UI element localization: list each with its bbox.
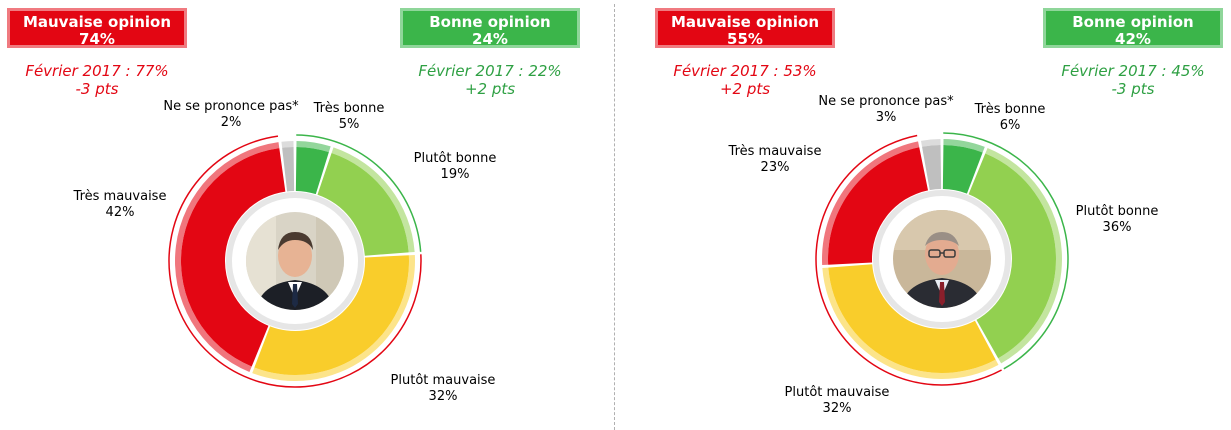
label-plutot-bonne: Plutôt bonne 19%	[365, 151, 545, 183]
category-name: Très mauvaise	[728, 144, 822, 159]
label-plutot-bonne: Plutôt bonne 36%	[1027, 204, 1207, 236]
category-value: 23%	[760, 160, 790, 175]
chart-panel-cazeneuve: Mauvaise opinion 55% Bonne opinion 42% F…	[615, 0, 1230, 430]
portrait-francois-hollande-icon	[246, 212, 344, 310]
category-name: Plutôt bonne	[413, 151, 497, 166]
donut-slice-band-ne-se-prononce-pas	[281, 141, 294, 148]
portrait-bernard-cazeneuve-icon	[893, 210, 991, 308]
good-trend-previous: Février 2017 : 45%	[1061, 62, 1205, 80]
donut-slice-plutot-mauvaise	[828, 264, 996, 374]
category-value: 32%	[428, 389, 458, 404]
bad-opinion-badge: Mauvaise opinion 55%	[655, 8, 835, 48]
good-opinion-value: 42%	[1115, 30, 1151, 48]
category-value: 32%	[822, 401, 852, 416]
label-tres-bonne: Très bonne 5%	[259, 101, 439, 133]
donut-slice-band-plutot-bonne	[331, 147, 415, 253]
donut-slice-ne-se-prononce-pas	[922, 145, 942, 191]
bad-opinion-outer-arc	[168, 135, 422, 388]
bad-opinion-outer-arc	[815, 134, 1002, 386]
panel-divider	[614, 4, 615, 430]
category-value: 5%	[338, 117, 360, 132]
category-name: Plutôt bonne	[1075, 204, 1159, 219]
donut-slice-band-plutot-mauvaise	[252, 254, 415, 381]
donut-slice-tres-mauvaise	[181, 148, 286, 367]
good-opinion-label: Bonne opinion	[429, 13, 551, 31]
bad-opinion-trend: Février 2017 : 53% +2 pts	[655, 62, 835, 98]
label-ne-se-prononce-pas: Ne se prononce pas* 3%	[796, 94, 976, 126]
good-opinion-value: 24%	[472, 30, 508, 48]
donut-slice-ne-se-prononce-pas	[282, 147, 295, 192]
good-opinion-trend: Février 2017 : 22% +2 pts	[400, 62, 580, 98]
category-value: 19%	[440, 167, 470, 182]
category-name: Ne se prononce pas*	[163, 99, 299, 114]
donut-slice-tres-bonne	[942, 145, 983, 194]
good-trend-change: +2 pts	[464, 80, 516, 98]
label-tres-bonne: Très bonne 6%	[920, 102, 1100, 134]
bad-opinion-label: Mauvaise opinion	[670, 13, 820, 31]
good-trend-previous: Février 2017 : 22%	[418, 62, 562, 80]
donut-slice-tres-mauvaise	[828, 147, 929, 265]
good-trend-change: -3 pts	[1111, 80, 1155, 98]
donut-slice-plutot-mauvaise	[254, 255, 409, 375]
category-name: Très bonne	[974, 102, 1046, 117]
bad-trend-change: +2 pts	[719, 80, 771, 98]
label-tres-mauvaise: Très mauvaise 23%	[685, 144, 865, 176]
category-value: 2%	[220, 115, 242, 130]
bad-opinion-value: 55%	[727, 30, 763, 48]
donut-slice-band-plutot-mauvaise	[822, 267, 999, 380]
bad-opinion-value: 74%	[79, 30, 115, 48]
bad-opinion-label: Mauvaise opinion	[22, 13, 172, 31]
category-name: Très mauvaise	[73, 189, 167, 204]
donut-slice-band-ne-se-prononce-pas	[920, 139, 941, 147]
good-opinion-label: Bonne opinion	[1072, 13, 1194, 31]
good-opinion-badge: Bonne opinion 42%	[1043, 8, 1223, 48]
category-value: 36%	[1102, 220, 1132, 235]
bad-trend-change: -3 pts	[75, 80, 119, 98]
category-value: 42%	[105, 205, 135, 220]
good-opinion-outer-arc	[296, 134, 422, 252]
label-plutot-mauvaise: Plutôt mauvaise 32%	[353, 373, 533, 405]
category-value: 3%	[875, 110, 897, 125]
category-value: 6%	[999, 118, 1021, 133]
donut-slice-plutot-bonne	[317, 153, 409, 256]
label-tres-mauvaise: Très mauvaise 42%	[30, 189, 210, 221]
donut-slice-band-plutot-bonne	[985, 147, 1062, 364]
donut-slice-plutot-bonne	[968, 153, 1056, 359]
good-opinion-outer-arc	[943, 132, 1069, 370]
donut-slice-band-tres-bonne	[943, 139, 985, 153]
bad-trend-previous: Février 2017 : 77%	[25, 62, 169, 80]
good-opinion-trend: Février 2017 : 45% -3 pts	[1043, 62, 1223, 98]
donut-slice-tres-bonne	[295, 147, 329, 195]
category-name: Ne se prononce pas*	[818, 94, 954, 109]
category-name: Très bonne	[313, 101, 385, 116]
label-ne-se-prononce-pas: Ne se prononce pas* 2%	[141, 99, 321, 131]
donut-slice-band-tres-bonne	[296, 141, 331, 153]
category-name: Plutôt mauvaise	[390, 373, 496, 388]
category-name: Plutôt mauvaise	[784, 385, 890, 400]
label-plutot-mauvaise: Plutôt mauvaise 32%	[747, 385, 927, 417]
chart-panel-hollande: Mauvaise opinion 74% Bonne opinion 24% F…	[0, 0, 615, 430]
good-opinion-badge: Bonne opinion 24%	[400, 8, 580, 48]
donut-slice-band-tres-mauvaise	[822, 141, 920, 266]
bad-opinion-trend: Février 2017 : 77% -3 pts	[7, 62, 187, 98]
bad-opinion-badge: Mauvaise opinion 74%	[7, 8, 187, 48]
bad-trend-previous: Février 2017 : 53%	[673, 62, 817, 80]
